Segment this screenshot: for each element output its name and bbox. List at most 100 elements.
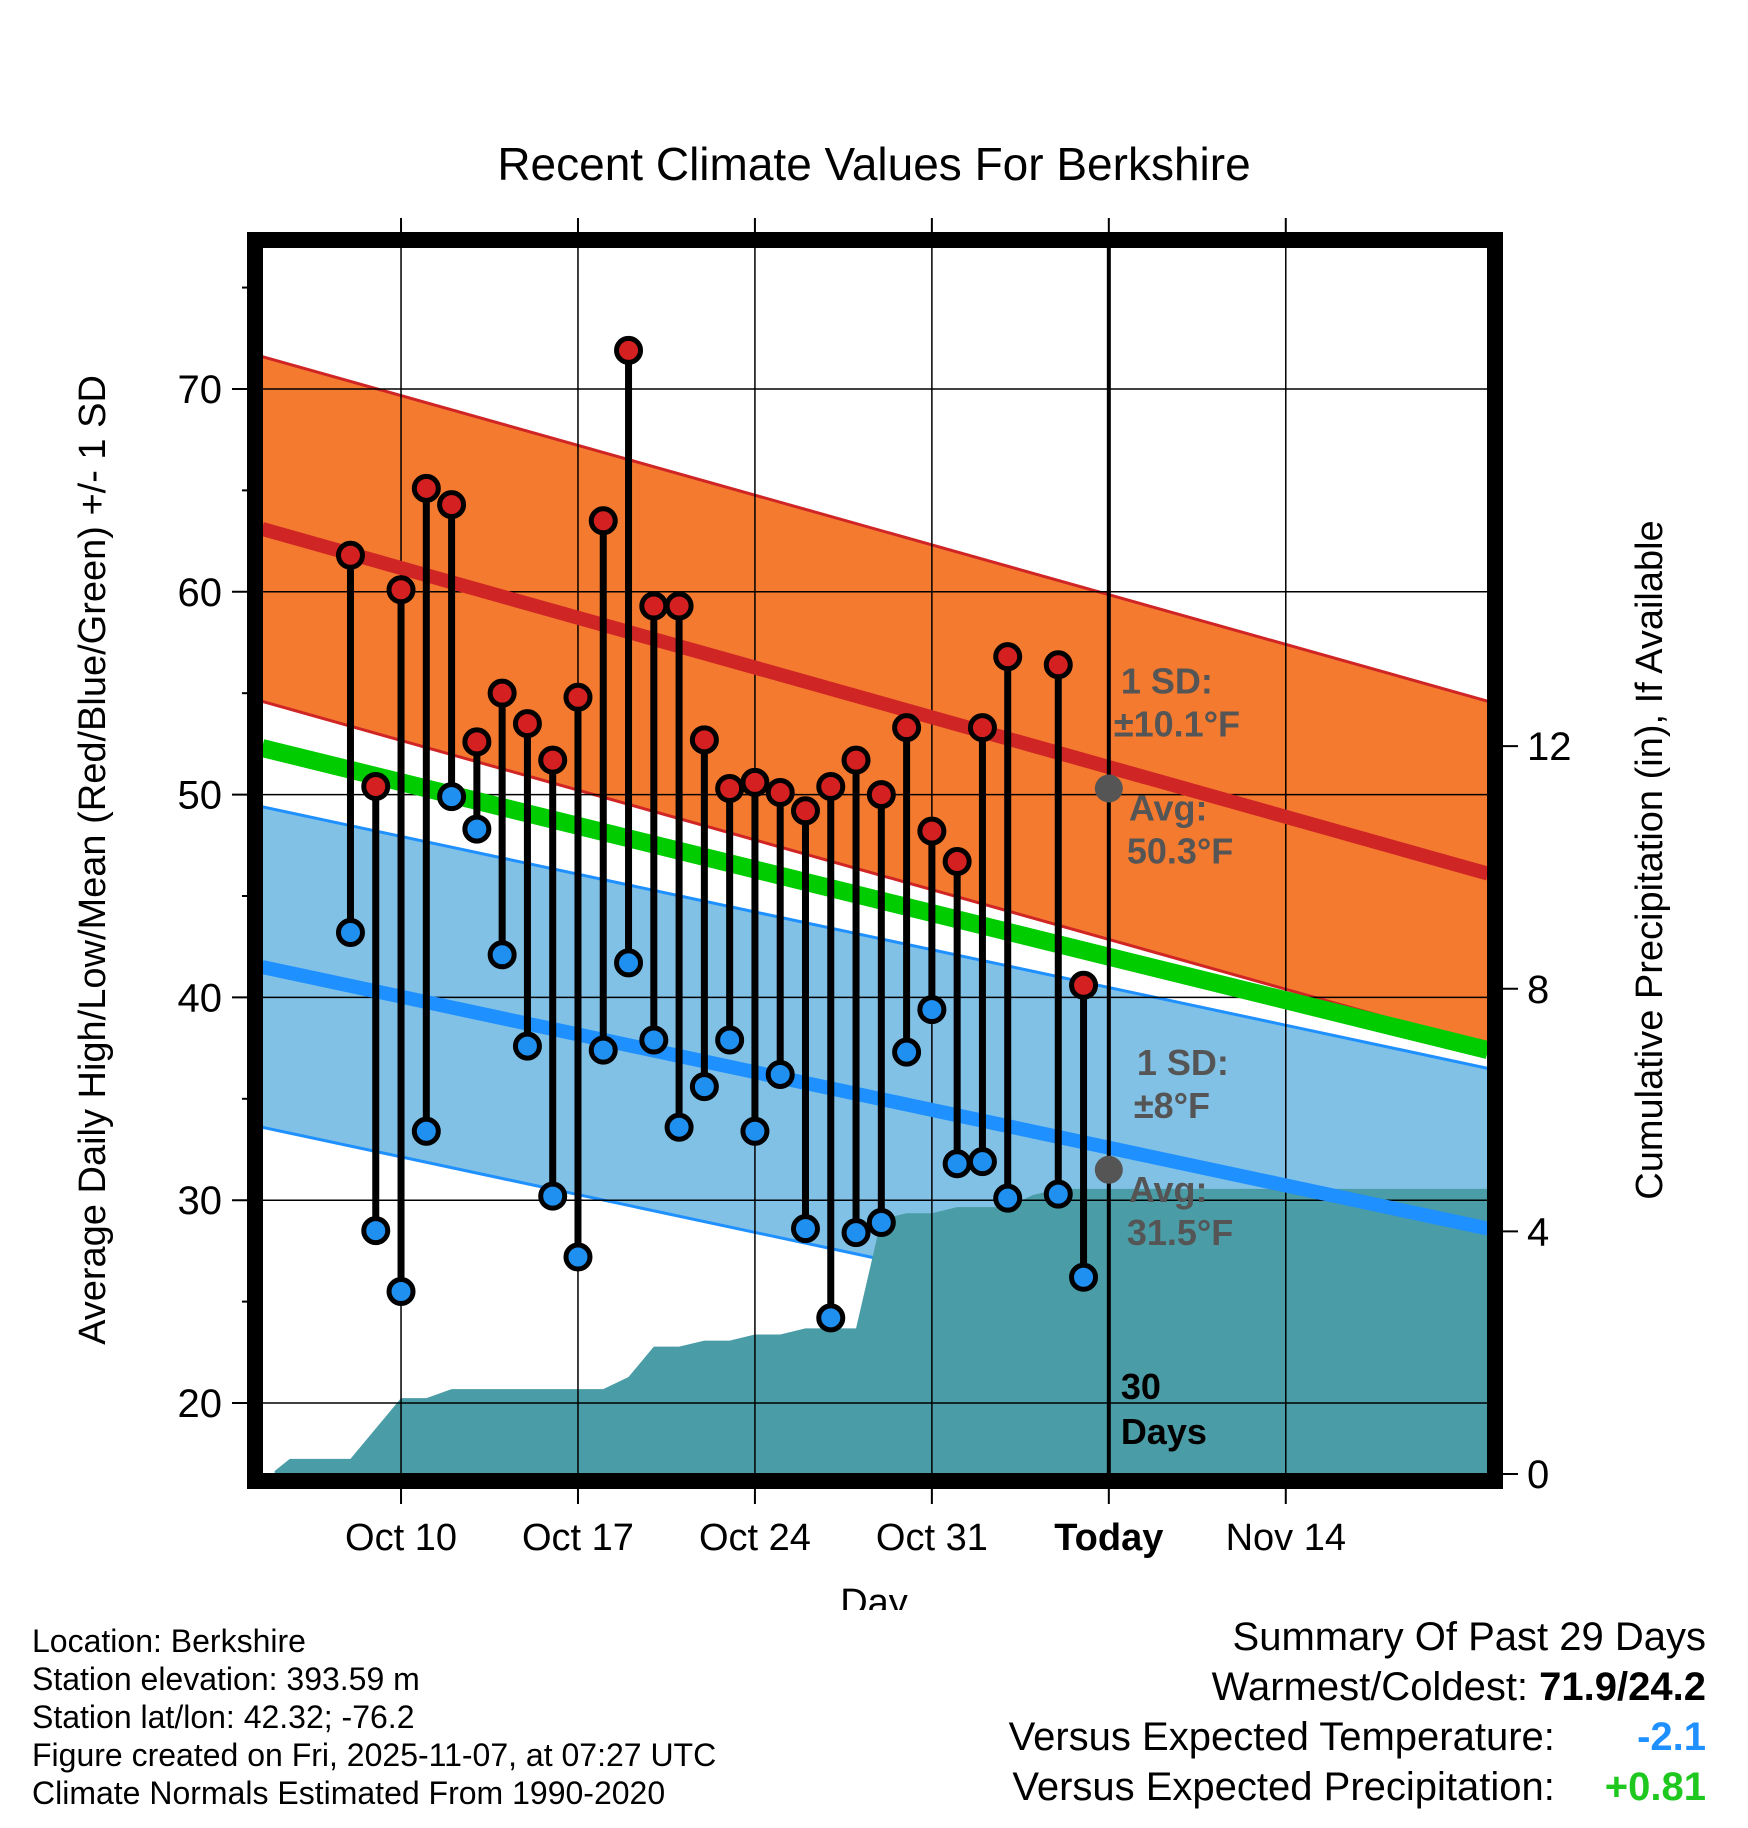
x-tick-label: Oct 17	[522, 1517, 634, 1559]
low-temp-point	[411, 1116, 441, 1146]
days-count-number: 30	[1121, 1366, 1161, 1407]
plot-frame	[247, 232, 1503, 1489]
high-normal-line	[262, 522, 1488, 881]
station-info: Location: Berkshire Station elevation: 3…	[32, 1622, 716, 1812]
y2-tick-label: 0	[1527, 1453, 1549, 1497]
low-temp-point	[639, 1025, 669, 1055]
low-temp-point	[588, 1035, 618, 1065]
high-temp-point	[512, 709, 542, 739]
high-temp-point	[790, 796, 820, 826]
high-temp-point	[1069, 970, 1099, 1000]
high-temp-point	[437, 490, 467, 520]
high-temp-point	[816, 771, 846, 801]
low-temp-point	[1069, 1262, 1099, 1292]
y2-tick-label: 4	[1527, 1210, 1549, 1254]
normals-text: Climate Normals Estimated From 1990-2020	[32, 1775, 666, 1811]
high-temp-point	[917, 816, 947, 846]
precip-value: +0.81	[1604, 1765, 1706, 1809]
low-temp-point	[993, 1183, 1023, 1213]
x-tick-label: Today	[1054, 1517, 1163, 1559]
latlon-text: Station lat/lon: 42.32; -76.2	[32, 1699, 415, 1735]
low-avg-value: 31.5°F	[1127, 1212, 1233, 1253]
low-sd-upper-edge	[262, 805, 1488, 1070]
elevation-text: Station elevation: 393.59 m	[32, 1661, 420, 1697]
right-axis: 0 4 8 12	[1495, 725, 1572, 1497]
high-temp-point	[614, 335, 644, 365]
high-temp-point	[765, 778, 795, 808]
high-temp-point	[386, 575, 416, 605]
low-temp-point	[816, 1303, 846, 1333]
left-axis: 20 30 40 50 60 70	[178, 286, 255, 1426]
x-tick-label: Nov 14	[1226, 1517, 1346, 1559]
low-temp-point	[614, 948, 644, 978]
y-tick-label: 30	[178, 1179, 223, 1223]
low-sd-label: 1 SD:	[1137, 1042, 1229, 1083]
high-temp-point	[993, 642, 1023, 672]
high-temp-point	[866, 780, 896, 810]
high-temp-point	[664, 591, 694, 621]
high-temp-point	[487, 678, 517, 708]
low-temp-point	[740, 1116, 770, 1146]
high-temp-point	[942, 847, 972, 877]
summary-panel: Summary Of Past 29 Days Warmest/Coldest:…	[1009, 1612, 1706, 1812]
low-temp-point	[664, 1112, 694, 1142]
mean-normal-line	[262, 739, 1488, 1059]
y2-tick-label: 8	[1527, 968, 1549, 1012]
low-temp-point	[866, 1208, 896, 1238]
warmest-row: Warmest/Coldest: 71.9/24.2	[1009, 1662, 1706, 1712]
y-tick-label: 60	[178, 571, 223, 615]
high-temp-point	[689, 725, 719, 755]
high-sd-upper-edge	[262, 355, 1488, 703]
low-temp-point	[437, 782, 467, 812]
low-temp-point	[386, 1276, 416, 1306]
temp-label: Versus Expected Temperature:	[1008, 1715, 1555, 1759]
low-temp-point	[790, 1214, 820, 1244]
high-sd-value: ±10.1°F	[1114, 704, 1240, 745]
precip-label: Versus Expected Precipitation:	[1012, 1765, 1555, 1809]
low-temp-point	[563, 1242, 593, 1272]
high-avg-value: 50.3°F	[1127, 831, 1233, 872]
high-sd-label: 1 SD:	[1121, 661, 1213, 702]
high-temp-point	[639, 591, 669, 621]
high-temp-point	[892, 713, 922, 743]
warmest-label: Warmest/Coldest:	[1211, 1665, 1529, 1709]
low-temp-point	[967, 1147, 997, 1177]
y-tick-label: 50	[178, 774, 223, 818]
location-text: Location: Berkshire	[32, 1623, 306, 1659]
y-axis-label: Average Daily High/Low/Mean (Red/Blue/Gr…	[72, 375, 114, 1345]
y-tick-label: 20	[178, 1382, 223, 1426]
low-temp-point	[841, 1218, 871, 1248]
y-tick-label: 40	[178, 976, 223, 1020]
low-temp-point	[512, 1031, 542, 1061]
high-temp-point	[563, 682, 593, 712]
low-temp-point	[892, 1037, 922, 1067]
high-temp-point	[740, 767, 770, 797]
y-tick-label: 70	[178, 368, 223, 412]
low-temp-point	[538, 1181, 568, 1211]
low-temp-point	[361, 1216, 391, 1246]
low-temp-point	[715, 1025, 745, 1055]
high-temp-point	[462, 727, 492, 757]
created-text: Figure created on Fri, 2025-11-07, at 07…	[32, 1737, 717, 1773]
x-tick-label: Oct 24	[699, 1517, 811, 1559]
high-temp-point	[538, 745, 568, 775]
high-temp-point	[361, 771, 391, 801]
y2-axis-label: Cumulative Precipitation (in), If Availa…	[1629, 520, 1671, 1199]
high-avg-marker	[1094, 774, 1123, 803]
high-avg-label: Avg:	[1129, 788, 1208, 829]
high-temp-point	[588, 506, 618, 536]
low-normal-line	[262, 960, 1488, 1236]
low-temp-point	[689, 1072, 719, 1102]
low-temp-point	[765, 1059, 795, 1089]
bottom-axis: Oct 10 Oct 17 Oct 24 Oct 31 Today Nov 14	[345, 218, 1346, 1559]
x-axis-label: Day	[840, 1582, 908, 1610]
low-temp-point	[1043, 1179, 1073, 1209]
low-temp-point	[942, 1149, 972, 1179]
x-tick-label: Oct 31	[876, 1517, 988, 1559]
y2-tick-label: 12	[1527, 725, 1572, 769]
warmest-value: 71.9/24.2	[1539, 1665, 1706, 1709]
high-temp-point	[715, 774, 745, 804]
low-sd-value: ±8°F	[1134, 1085, 1210, 1126]
low-avg-label: Avg:	[1129, 1169, 1208, 1210]
high-temp-point	[335, 540, 365, 570]
